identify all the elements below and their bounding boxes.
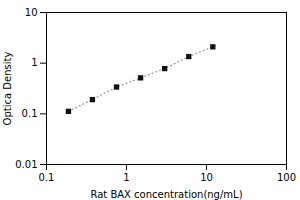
svg-text:100: 100 xyxy=(277,172,296,183)
svg-text:0.01: 0.01 xyxy=(15,159,37,170)
svg-text:10: 10 xyxy=(25,7,38,18)
svg-text:1: 1 xyxy=(123,172,129,183)
svg-text:0.1: 0.1 xyxy=(22,108,38,119)
svg-text:0.1: 0.1 xyxy=(39,172,55,183)
svg-text:Optica Density: Optica Density xyxy=(2,52,13,126)
svg-text:1: 1 xyxy=(31,57,37,68)
svg-text:Rat BAX concentration(ng/mL): Rat BAX concentration(ng/mL) xyxy=(90,189,242,200)
svg-text:10: 10 xyxy=(200,172,213,183)
